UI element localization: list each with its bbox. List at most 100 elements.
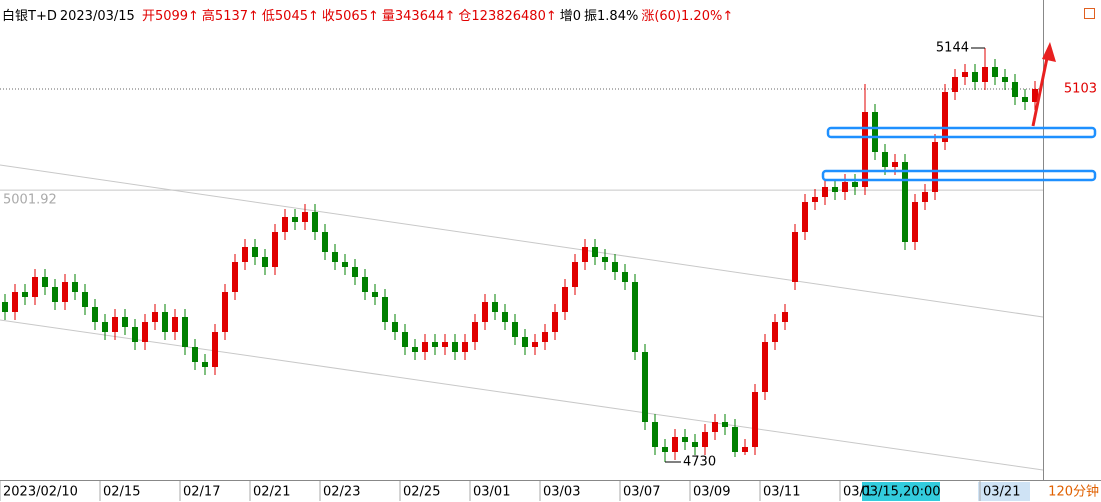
candle-body [112,317,118,332]
trend-line [0,319,1044,471]
crosshair-time-box [862,482,940,501]
x-tick-label: 2023/02/10 [3,485,78,500]
candle-body [282,217,288,232]
candle-body [922,192,928,202]
candle-body [352,267,358,277]
icon[interactable] [1084,8,1095,19]
candle-body [162,312,168,332]
candle-body [972,72,978,82]
candle-body [842,182,848,192]
x-tick-label: 03/1 [843,485,872,500]
x-tick-label: 02/23 [323,485,360,500]
x-tick-label: 02/15 [103,485,140,500]
candle-body [62,282,68,302]
candle-body [622,272,628,282]
candle-body [802,202,808,232]
instrument: 白银T+D [2,9,57,24]
x-tick-label: 02/25 [403,485,440,500]
candle-body [872,112,878,152]
candle-body [992,67,998,77]
candle-body [512,322,518,337]
candle-body [232,262,238,292]
candle-body [582,247,588,262]
candle-body [782,312,788,322]
candle-body [272,232,278,267]
candle-body [592,247,598,257]
candle-body [502,312,508,322]
candle-body [332,252,338,262]
candle-body [952,77,958,92]
candle-body [432,342,438,347]
candle-body [452,342,458,352]
candle-body [412,347,418,352]
candle-body [42,277,48,287]
candle-body [172,317,178,332]
candle-body [212,332,218,367]
high-label: 5144 [936,41,969,56]
candle-body [1022,97,1028,102]
candle-body [152,312,158,322]
candle-body [32,277,38,297]
candle-body [312,212,318,232]
candle-body [22,292,28,297]
candle-body [812,197,818,202]
candle-body [702,432,708,447]
candle-body [462,342,468,352]
candle-body [122,317,128,327]
candle-body [932,142,938,192]
candle-body [692,442,698,447]
candle-body [52,287,58,302]
x-tick-label: 03/01 [473,485,510,500]
candle-body [822,187,828,197]
candle-body [392,322,398,332]
box-annotation [826,126,1097,139]
candle-body [732,427,738,452]
quote-field: 开5099↑ [141,9,199,24]
last-price-label: 5103 [1064,82,1097,97]
x-tick-label: 02/21 [253,485,290,500]
candle-body [912,202,918,242]
candle-body [102,322,108,332]
box-annotation [821,169,1097,182]
candle-body [182,317,188,347]
candle-body [192,347,198,362]
candle-body [762,342,768,392]
candle-body [862,112,868,187]
candle-body [902,162,908,242]
candle-body [342,262,348,267]
candle-body [942,92,948,142]
candle-body [982,67,988,82]
candle-body [142,322,148,342]
candle-body [422,342,428,352]
candle-body [772,322,778,342]
quote-field: 增0 [559,9,582,24]
candle-body [792,232,798,282]
x-tick-label: 03/11 [763,485,800,500]
candle-body [882,152,888,167]
crosshair-time: 03/15,20:00 [861,485,940,500]
candle-body [522,337,528,347]
candle-body [442,342,448,347]
x-tick-label: 03/07 [623,485,660,500]
candle-body [12,292,18,312]
candle-body [492,302,498,312]
candle-body [132,327,138,342]
candle-body [1032,89,1038,102]
quote-field: 量343644↑ [381,9,456,24]
candle-body [292,217,298,222]
candle-body [1002,77,1008,82]
period-label[interactable]: 120分钟 [1048,484,1099,500]
candle-body [302,212,308,222]
candle-body [72,282,78,292]
candle-body [92,307,98,322]
candle-body [962,72,968,77]
quote-field: 振1.84% [584,9,639,24]
candle-body [82,292,88,307]
candle-body [252,247,258,257]
candle-body [562,287,568,312]
candle-body [382,297,388,322]
arrow [1031,57,1049,127]
